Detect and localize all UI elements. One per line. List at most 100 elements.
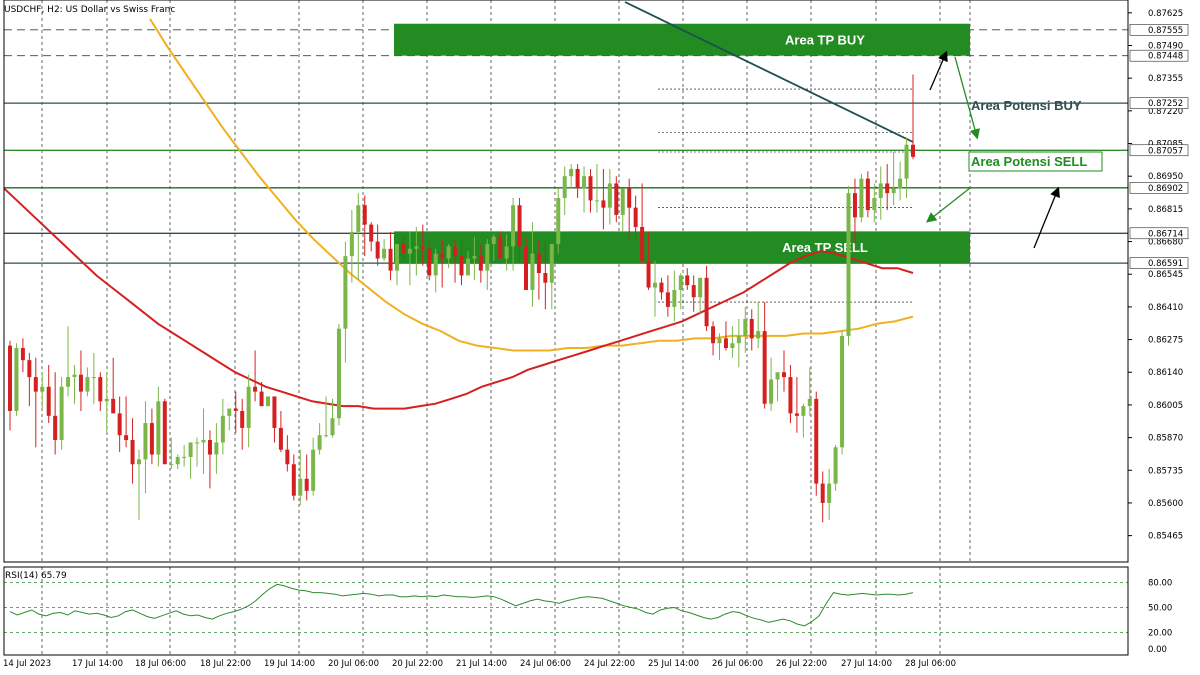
bull-candle [214,442,219,455]
bear-candle [278,427,283,450]
bear-candle [285,449,290,465]
bull-candle [66,377,71,387]
bull-candle [582,176,587,189]
bull-candle [736,335,741,344]
price-level-label: 0.86714 [1148,229,1183,239]
bear-candle [640,227,645,261]
up-arrow-to-tp-buy [929,50,948,91]
bull-candle [827,483,832,503]
bull-candle [266,396,270,407]
bull-candle [395,243,399,271]
bear-candle [575,168,580,189]
price-level-box [1129,97,1189,109]
y-tick-label: 0.85600 [1148,499,1183,509]
x-tick-label: 24 Jul 22:00 [584,659,635,669]
bull-candle [311,449,316,491]
bull-candle [156,401,161,455]
bear-candle [427,248,432,276]
bull-candle [530,253,535,290]
bull-candle [840,335,845,448]
y-tick-label: 0.87355 [1148,74,1183,84]
bull-candle [227,408,232,416]
bear-candle [117,413,122,436]
y-tick-label: 0.86815 [1148,205,1183,215]
bull-candle [485,243,490,271]
bull-candle [872,197,877,211]
bull-candle [549,243,554,283]
rsi-level-label: 0.00 [1148,645,1167,655]
bull-candle [59,386,64,441]
bull-candle [653,282,657,288]
tp-buy-label: Area TP BUY [785,33,865,48]
price-level-box [1129,182,1189,194]
y-tick-label: 0.86545 [1148,270,1183,280]
x-tick-label: 18 Jul 06:00 [135,659,186,669]
bear-candle [723,338,728,349]
bull-candle [343,256,348,329]
arrow-to-tp-sell [925,187,971,223]
bull-candle [414,246,419,249]
area-potensi-sell-label: Area Potensi SELL [971,154,1087,169]
rsi-title: RSI(14) 65.79 [5,571,67,581]
bull-candle [556,197,561,244]
bull-candle [182,456,187,458]
bull-candle [672,289,677,307]
bear-candle [633,207,638,228]
rsi-level-label: 80.00 [1148,579,1172,589]
trend-line [624,1,914,143]
up-arrow-to-potensi-sell [1033,186,1060,249]
area-potensi-buy-label: Area Potensi BUY [971,98,1082,113]
bull-candle [607,183,612,208]
bear-candle [162,401,167,465]
bull-candle [504,246,509,259]
x-tick-label: 19 Jul 14:00 [264,659,315,669]
area-potensi-sell-box [968,151,1103,172]
bear-candle [885,183,890,194]
bull-candle [407,248,412,254]
bear-candle [704,277,709,327]
bear-candle [233,408,238,411]
bear-candle [498,236,503,259]
x-tick-label: 20 Jul 22:00 [392,659,443,669]
price-level-label: 0.86902 [1148,184,1183,194]
bear-candle [749,318,754,339]
tp-sell-label: Area TP SELL [782,240,868,255]
bull-candle [807,398,812,407]
bear-candle [646,260,651,288]
bull-candle [91,377,96,379]
bear-candle [375,241,380,259]
bull-candle [40,386,45,392]
bear-candle [369,224,374,242]
bull-candle [298,478,303,496]
price-level-box [1129,24,1189,36]
y-tick-label: 0.86950 [1148,172,1183,182]
bull-candle [336,328,341,419]
bull-candle [188,442,193,457]
slow-moving-average [149,18,914,352]
grid [4,0,1128,655]
tp-buy-zone [394,23,970,56]
bear-candle [543,273,548,283]
bear-candle [614,183,619,215]
y-tick-label: 0.87220 [1148,107,1183,117]
bear-candle [665,292,670,307]
price-level-box [1129,257,1189,269]
rsi-level-label: 20.00 [1148,628,1172,638]
x-tick-label: 17 Jul 14:00 [72,659,123,669]
bull-candle [324,435,329,437]
bear-candle [601,200,606,208]
price-level-box [1129,227,1189,240]
x-tick-label: 20 Jul 06:00 [328,659,379,669]
bull-candle [846,193,851,336]
x-tick-label: 26 Jul 22:00 [776,659,827,669]
bull-candle [472,256,477,259]
bear-candle [207,440,212,455]
bull-candle [317,435,322,450]
bear-candle [440,253,445,259]
y-tick-label: 0.86140 [1148,368,1183,378]
x-tick-label: 26 Jul 06:00 [712,659,763,669]
price-pane-border [3,0,1129,563]
bear-candle [8,345,12,411]
bull-candle [678,275,683,290]
